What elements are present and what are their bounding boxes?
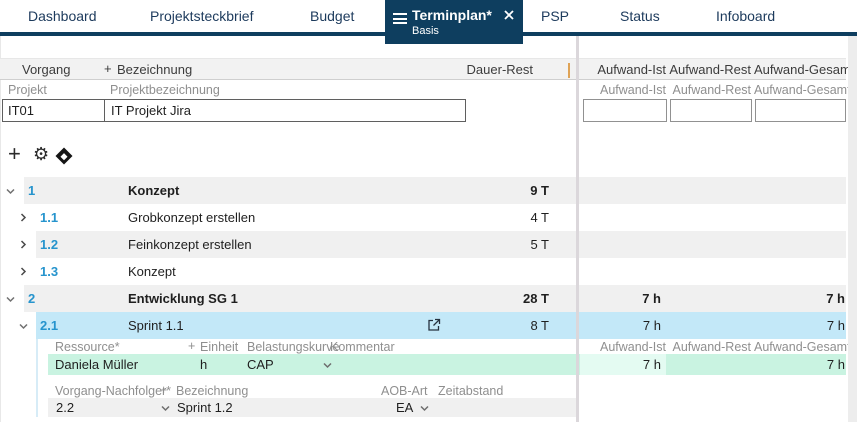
project-name-hint: Projektbezeichnung [110, 83, 220, 97]
task-aufwand-ist: 7 h [642, 291, 661, 306]
menu-icon[interactable] [393, 13, 407, 24]
settings-gear-button[interactable]: ⚙ [33, 144, 50, 164]
add-column-icon[interactable]: + [104, 61, 112, 76]
dropdown-chevron-icon[interactable] [160, 403, 171, 414]
col-header-bezeichnung: Bezeichnung [117, 62, 193, 77]
task-aufwand-gesamt: 7 h [826, 318, 845, 333]
project-aufwand-rest-input[interactable] [670, 99, 752, 122]
task-aufwand-ist: 7 h [642, 318, 661, 333]
vertical-scrollbar[interactable] [848, 36, 857, 422]
col-header-dauer-rest: Dauer-Rest [466, 62, 533, 77]
task-label: Feinkonzept erstellen [128, 237, 252, 252]
project-aufwand-ist-input[interactable] [583, 99, 667, 122]
task-number: 1.3 [40, 264, 59, 279]
resource-aufwand-ist: 7 h [642, 357, 661, 372]
res-header-aufwand-gesamt: Aufwand-Gesamt [754, 340, 851, 354]
res-header-aufwand-rest: Aufwand-Rest [672, 340, 751, 354]
chevron-down-icon[interactable] [18, 321, 29, 332]
add-task-button[interactable]: + [8, 141, 21, 166]
task-label: Grobkonzept erstellen [128, 210, 256, 225]
chevron-right-icon[interactable] [18, 212, 29, 223]
resource-aufwand-gesamt: 7 h [826, 357, 845, 372]
task-aufwand-gesamt: 7 h [826, 291, 845, 306]
tree-indent-guide [36, 339, 38, 417]
project-rest-hint: Aufwand-Rest [672, 83, 751, 97]
open-external-icon[interactable] [426, 317, 442, 333]
successor-row[interactable] [48, 398, 577, 417]
resource-belastungskurve-value: CAP [247, 357, 274, 372]
chevron-down-icon[interactable] [5, 294, 16, 305]
resource-row[interactable] [48, 354, 846, 375]
task-number: 1.1 [40, 210, 59, 225]
panel-left-border [0, 36, 1, 422]
add-successor-icon[interactable]: + [160, 383, 168, 397]
tab-psp[interactable]: PSP [541, 8, 570, 24]
suc-header-aob-art: AOB-Art [381, 384, 428, 398]
add-resource-icon[interactable]: + [188, 339, 196, 353]
res-header-ressource: Ressource* [55, 340, 120, 354]
task-row-2[interactable] [24, 285, 846, 312]
col-header-vorgang: Vorgang [22, 62, 71, 77]
resource-name: Daniela Müller [55, 357, 139, 372]
successor-bezeichnung: Sprint 1.2 [177, 400, 233, 415]
task-label: Konzept [128, 264, 176, 279]
task-dauer-rest: 5 T [530, 237, 549, 252]
project-type-hint: Projekt [8, 83, 47, 97]
milestone-button[interactable] [55, 147, 73, 165]
project-name-input[interactable]: IT Projekt Jira [111, 103, 191, 118]
chevron-right-icon[interactable] [18, 266, 29, 277]
suc-header-zeitabstand: Zeitabstand [438, 384, 504, 398]
successor-value: 2.2 [56, 400, 75, 415]
task-number: 1.2 [40, 237, 59, 252]
tab-dashboard[interactable]: Dashboard [28, 8, 97, 24]
active-tab-sublabel: Basis [412, 25, 439, 37]
task-row-1[interactable] [24, 177, 846, 204]
column-header-row [0, 58, 846, 80]
resource-einheit: h [200, 357, 208, 372]
close-icon[interactable] [503, 9, 515, 21]
task-number: 2 [28, 291, 36, 306]
project-aufwand-gesamt-input[interactable] [755, 99, 846, 122]
task-label: Entwicklung SG 1 [128, 291, 238, 306]
suc-header-nachfolger: Vorgang-Nachfolger* [55, 384, 172, 398]
panel-splitter[interactable] [576, 36, 579, 422]
task-dauer-rest: 28 T [522, 291, 549, 306]
tab-status[interactable]: Status [620, 8, 660, 24]
task-number: 2.1 [40, 318, 59, 333]
task-number: 1 [28, 183, 36, 198]
suc-header-bezeichnung: Bezeichnung [176, 384, 249, 398]
res-header-belastungskurve: Belastungskurve [247, 340, 340, 354]
successor-aob-art-value: EA [396, 400, 414, 415]
col-header-aufwand-rest: Aufwand-Rest [669, 62, 751, 77]
task-row-2-1-selected[interactable] [36, 312, 846, 339]
tab-budget[interactable]: Budget [310, 8, 355, 24]
res-header-kommentar: Kommentar [330, 340, 395, 354]
task-dauer-rest: 4 T [530, 210, 549, 225]
task-dauer-rest: 8 T [530, 318, 549, 333]
project-gesamt-hint: Aufwand-Gesamt [754, 83, 851, 97]
tab-infoboard[interactable]: Infoboard [716, 8, 776, 24]
col-header-aufwand-gesamt: Aufwand-Gesamt [754, 62, 855, 77]
column-marker [568, 63, 570, 78]
tab-terminplan-active[interactable]: Terminplan* Basis [385, 0, 523, 44]
project-input-group: IT01 IT Projekt Jira [2, 99, 466, 122]
project-ist-hint: Aufwand-Ist [599, 83, 666, 97]
task-label: Sprint 1.1 [128, 318, 184, 333]
project-id-input[interactable]: IT01 [3, 100, 105, 121]
chevron-down-icon[interactable] [5, 186, 16, 197]
tab-projektsteckbrief[interactable]: Projektsteckbrief [150, 8, 254, 24]
dropdown-chevron-icon[interactable] [322, 360, 333, 371]
task-label: Konzept [128, 183, 180, 198]
task-dauer-rest: 9 T [530, 183, 549, 198]
res-header-aufwand-ist: Aufwand-Ist [599, 340, 666, 354]
chevron-right-icon[interactable] [18, 239, 29, 250]
res-header-einheit: Einheit [200, 340, 239, 354]
task-row-1-2[interactable] [36, 231, 846, 258]
dropdown-chevron-icon[interactable] [419, 403, 430, 414]
resource-aufwand-ist-cell[interactable] [580, 354, 666, 375]
col-header-aufwand-ist: Aufwand-Ist [597, 62, 666, 77]
active-tab-label: Terminplan* [412, 7, 492, 23]
